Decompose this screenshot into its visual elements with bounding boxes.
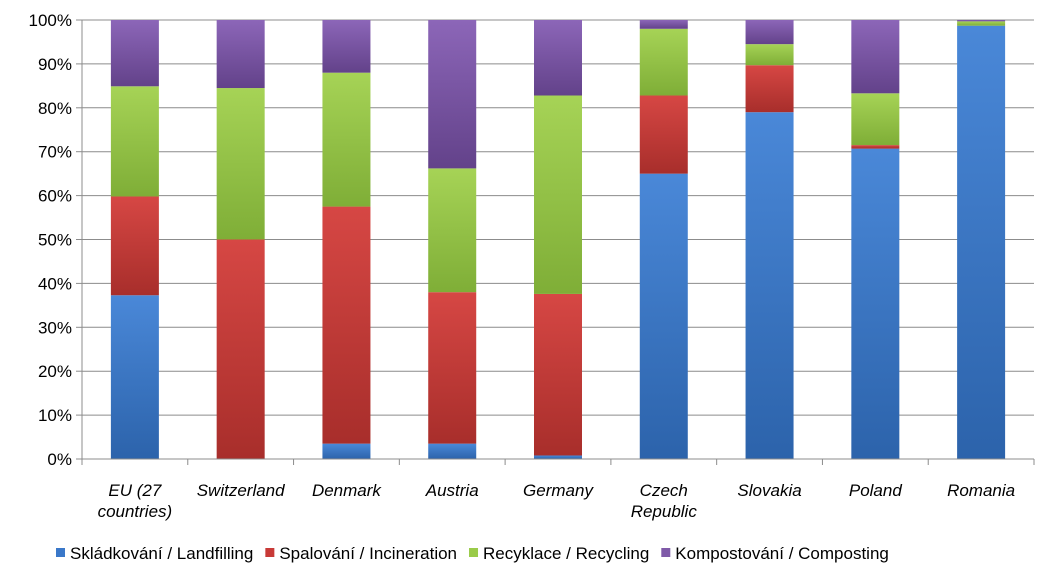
x-category-label: Republic [631,502,698,521]
y-tick-labels: 0% 10% 20% 30% 40% 50% 60% 70% 80% 90% 100% [29,11,82,469]
bar-segment [428,20,477,169]
x-category-label: Romania [947,481,1015,500]
bar-segment [322,206,371,444]
bar-segment [428,168,477,293]
bar-segment [322,20,371,73]
bar-segment [534,20,582,96]
y-tick-label: 0% [47,450,72,469]
legend-swatch [661,548,671,557]
bar-segment [745,65,794,113]
legend-item: Spalování / Incineration [265,544,457,563]
y-tick-label: 100% [29,11,72,30]
legend-swatch [56,548,65,557]
legend-label: Kompostování / Composting [675,544,889,563]
bar-segment [851,148,900,459]
bar-segment [534,293,582,456]
bar-segment [216,88,265,240]
bar-segment [322,443,371,459]
bar-segment [745,112,794,459]
bar-segment [110,20,159,87]
y-tick-label: 40% [38,274,72,293]
bar-stack [216,20,265,459]
bar-segment [745,44,794,66]
x-category-label: Germany [523,481,594,500]
bar-segment [216,20,265,89]
x-category-label: Austria [425,481,479,500]
y-tick-label: 70% [38,143,72,162]
y-tick-label: 60% [38,187,72,206]
bar-stack [851,20,900,459]
bar-segment [639,173,688,459]
x-category-label: countries) [98,502,173,521]
bar-segment [851,20,900,94]
legend-swatch [265,548,275,557]
legend-item: Recyklace / Recycling [469,544,649,563]
bar-segment [110,86,159,197]
x-category-label: Poland [849,481,902,500]
bar-segment [322,72,371,207]
bar-segment [110,295,159,459]
bar-segment [639,20,688,29]
x-category-label: Czech [640,481,688,500]
bar-stack [534,20,582,459]
bar-segment [428,443,477,459]
bar-segment [216,239,265,459]
y-tick-label: 90% [38,55,72,74]
bar-segment [534,95,582,294]
legend-swatch [469,548,479,557]
y-tick-label: 10% [38,406,72,425]
bar-segment [851,145,900,149]
bar-segment [639,28,688,96]
y-tick-label: 50% [38,231,72,250]
y-tick-label: 30% [38,318,72,337]
bars [110,20,1006,459]
bar-segment [957,20,1006,22]
bar-stack [428,20,477,459]
legend: Skládkování / Landfilling Spalování / Inc… [56,544,889,563]
x-category-label: EU (27 [108,481,161,500]
x-category-label: Switzerland [197,481,285,500]
bar-stack [110,20,159,459]
bar-segment [428,292,477,444]
bar-segment [534,455,582,459]
legend-label: Skládkování / Landfilling [70,544,253,563]
bar-stack [322,20,371,459]
y-tick-label: 80% [38,99,72,118]
legend-label: Spalování / Incineration [279,544,457,563]
legend-label: Recyklace / Recycling [483,544,649,563]
bar-segment [110,196,159,296]
x-category-labels: EU (27 countries) Switzerland Denmark Austri… [98,481,1016,521]
y-tick-label: 20% [38,362,72,381]
bar-segment [957,21,1006,26]
bar-stack [745,20,794,459]
bar-segment [851,93,900,146]
bar-segment [639,95,688,174]
x-category-label: Slovakia [737,481,801,500]
bar-stack [639,20,688,459]
bar-segment [745,20,794,45]
x-category-label: Denmark [312,481,382,500]
legend-item: Skládkování / Landfilling [56,544,253,563]
bar-segment [957,25,1006,459]
legend-item: Kompostování / Composting [661,544,889,563]
bar-stack [957,20,1006,459]
